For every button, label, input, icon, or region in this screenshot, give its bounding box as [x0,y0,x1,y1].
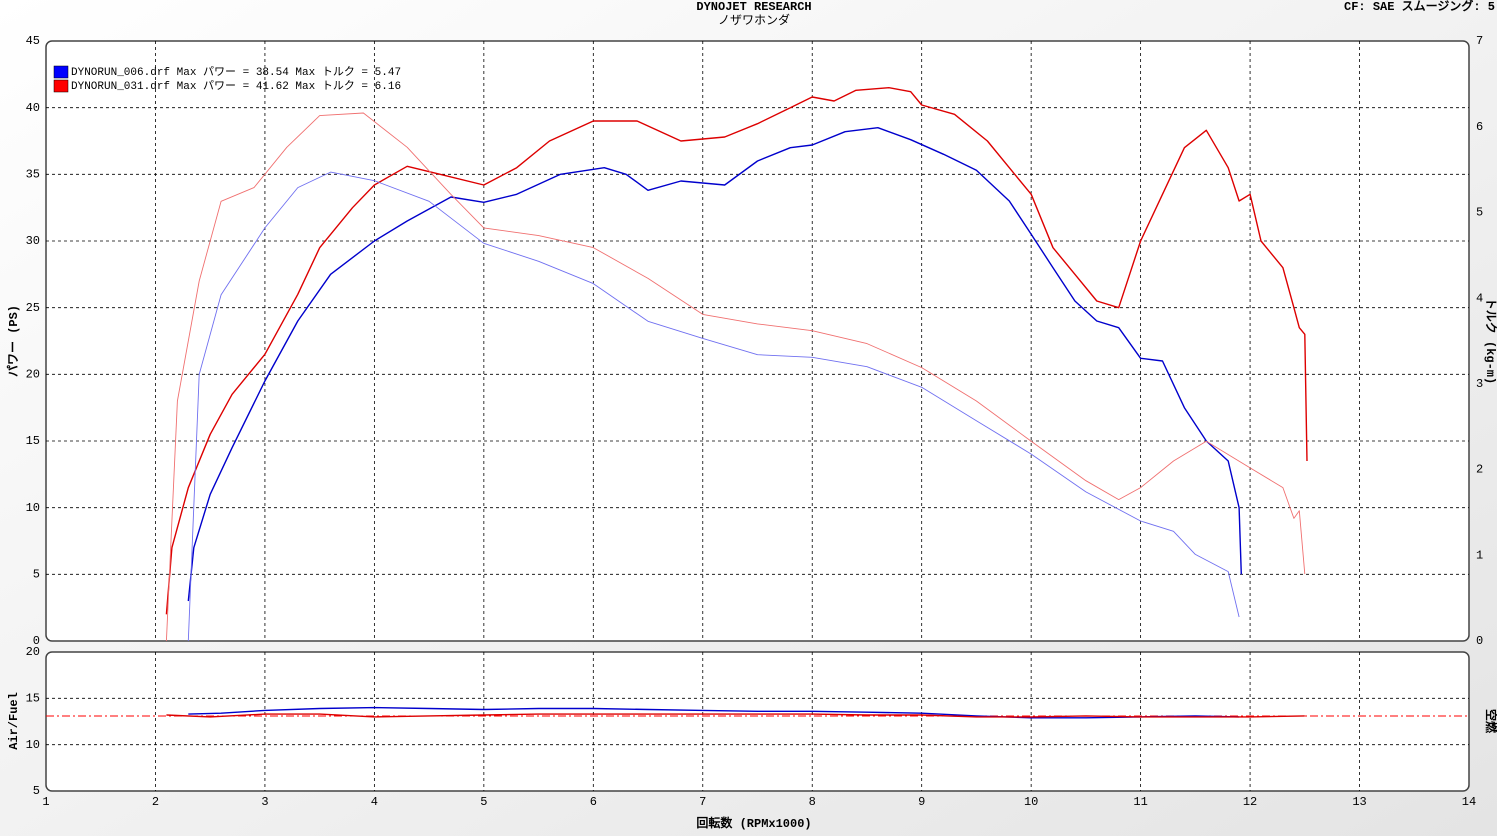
series-line [187,127,1242,602]
y2-tick-label: 3 [1476,377,1483,391]
y-axis-label: パワー (PS) [6,305,21,377]
legend-swatch [53,65,69,79]
x-tick-label: 14 [1462,795,1476,809]
y-tick-label: 40 [26,101,40,115]
x-tick-label: 6 [590,795,597,809]
y-tick-label: 5 [33,784,40,798]
y2-tick-label: 5 [1476,206,1483,220]
y-tick-label: 5 [33,568,40,582]
x-tick-label: 11 [1133,795,1147,809]
y-tick-label: 15 [26,692,40,706]
series-line [188,706,1240,719]
x-tick-label: 4 [371,795,378,809]
y2-tick-label: 7 [1476,34,1483,48]
x-tick-label: 5 [480,795,487,809]
legend-swatch [53,79,69,93]
x-tick-label: 13 [1352,795,1366,809]
y-tick-label: 25 [26,301,40,315]
y2-tick-label: 2 [1476,463,1483,477]
y-tick-label: 10 [26,738,40,752]
subtitle: ノザワホンダ [718,12,790,28]
series-line [165,112,1306,642]
y2-tick-label: 6 [1476,120,1483,134]
y2-tick-label: 0 [1476,634,1483,648]
x-tick-label: 7 [699,795,706,809]
y2-tick-label: 1 [1476,548,1483,562]
series-line [165,87,1308,615]
y-tick-label: 20 [26,368,40,382]
x-tick-label: 2 [152,795,159,809]
legend-entry: DYNORUN_006.drf Max パワー = 38.54 Max トルク … [71,65,401,79]
y-tick-label: 0 [33,634,40,648]
x-axis-label: 回転数 (RPMx1000) [696,815,811,831]
series-line [166,713,1305,718]
af-panel [45,651,1470,792]
y-tick-label: 45 [26,34,40,48]
x-tick-label: 1 [42,795,49,809]
x-tick-label: 10 [1024,795,1038,809]
info: CF: SAE スムージング: 5 [1344,0,1495,14]
x-tick-label: 8 [809,795,816,809]
y-tick-label: 10 [26,501,40,515]
y-tick-label: 35 [26,168,40,182]
power-panel [45,40,1470,642]
x-tick-label: 12 [1243,795,1257,809]
x-tick-label: 9 [918,795,925,809]
series-line [187,171,1240,642]
y-tick-label: 30 [26,234,40,248]
y2-axis-label: トルク (kg-m) [1483,298,1497,384]
y2-tick-label: 4 [1476,291,1483,305]
x-tick-label: 3 [261,795,268,809]
legend-entry: DYNORUN_031.drf Max パワー = 41.62 Max トルク … [71,79,401,93]
y-tick-label: 15 [26,434,40,448]
title: DYNOJET RESEARCH [696,0,811,14]
af-y2-label: 空燃 [1483,709,1497,734]
af-axis-label: Air/Fuel [7,692,21,750]
y-tick-label: 20 [26,645,40,659]
